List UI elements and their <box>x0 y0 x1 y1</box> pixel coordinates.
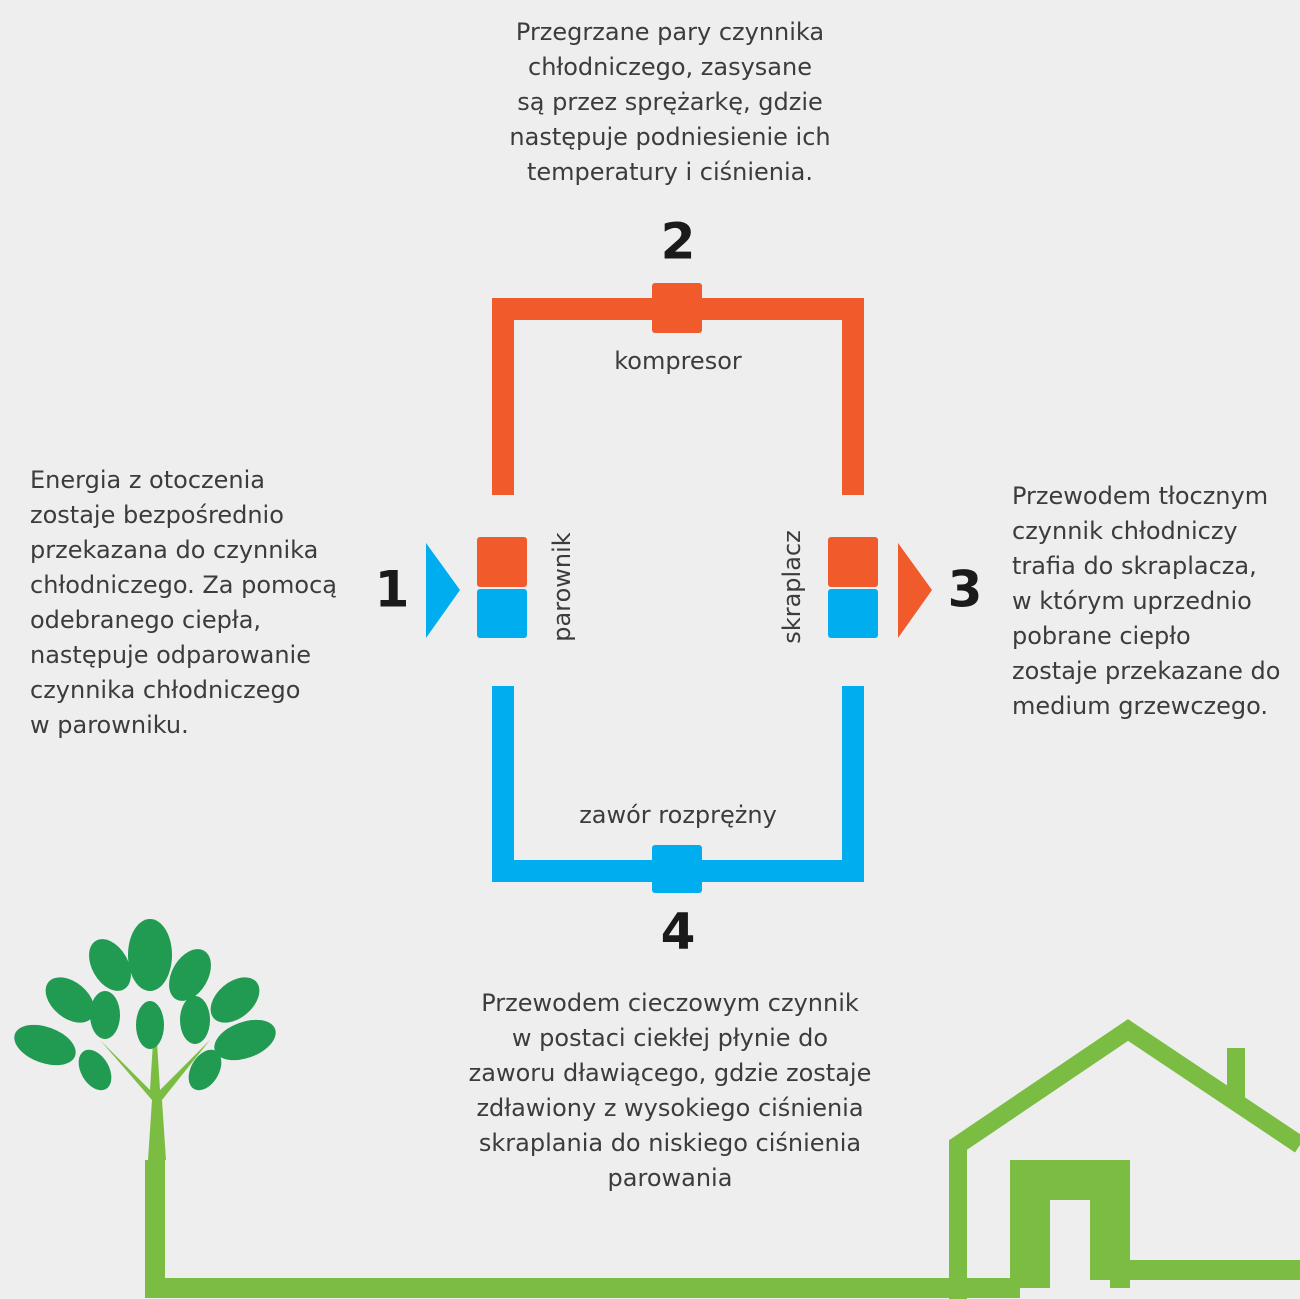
evaporator-hot <box>477 537 527 587</box>
step-number: 3 <box>948 561 983 619</box>
step-text: chłodniczego. Za pomocą <box>30 571 337 599</box>
step-text: są przez sprężarkę, gdzie <box>517 88 823 116</box>
step-text: następuje podniesienie ich <box>509 123 830 151</box>
evaporator-label: parownik <box>548 532 576 641</box>
compressor <box>652 283 702 333</box>
step-text: zdławiony z wysokiego ciśnienia <box>476 1094 863 1122</box>
step-text: zostaje bezpośrednio <box>30 501 284 529</box>
compressor-label: kompresor <box>614 347 742 375</box>
condenser-hot <box>828 537 878 587</box>
step-number: 1 <box>375 561 410 619</box>
step-text: parowania <box>608 1164 733 1192</box>
step-text: chłodniczego, zasysane <box>528 53 812 81</box>
step-text: medium grzewczego. <box>1012 692 1268 720</box>
step-text: Przegrzane pary czynnika <box>516 18 824 46</box>
step-text: w parowniku. <box>30 711 189 739</box>
step-text: skraplania do niskiego ciśnienia <box>479 1129 861 1157</box>
step-text: temperatury i ciśnienia. <box>527 158 813 186</box>
step-text: pobrane ciepło <box>1012 622 1191 650</box>
step-text: Przewodem tłocznym <box>1012 482 1268 510</box>
step-text: czynnik chłodniczy <box>1012 517 1238 545</box>
step-text: zaworu dławiącego, gdzie zostaje <box>469 1059 872 1087</box>
step-text: w którym uprzednio <box>1012 587 1252 615</box>
condenser-cold <box>828 589 878 638</box>
step-text: w postaci ciekłej płynie do <box>512 1024 828 1052</box>
valve <box>652 845 702 893</box>
step-text: przekazana do czynnika <box>30 536 318 564</box>
step-number: 4 <box>661 903 696 961</box>
step-text: następuje odparowanie <box>30 641 311 669</box>
condenser-label: skraplacz <box>778 530 806 643</box>
valve-label: zawór rozprężny <box>579 801 777 829</box>
evaporator-cold <box>477 589 527 638</box>
step-text: zostaje przekazane do <box>1012 657 1280 685</box>
step-text: Energia z otoczenia <box>30 466 265 494</box>
step-text: trafia do skraplacza, <box>1012 552 1257 580</box>
step-text: Przewodem cieczowym czynnik <box>481 989 859 1017</box>
step-text: czynnika chłodniczego <box>30 676 300 704</box>
step-text: odebranego ciepła, <box>30 606 261 634</box>
step-number: 2 <box>661 213 696 271</box>
diagram: kompresor zawór rozprężny parownik skrap… <box>0 0 1300 1299</box>
